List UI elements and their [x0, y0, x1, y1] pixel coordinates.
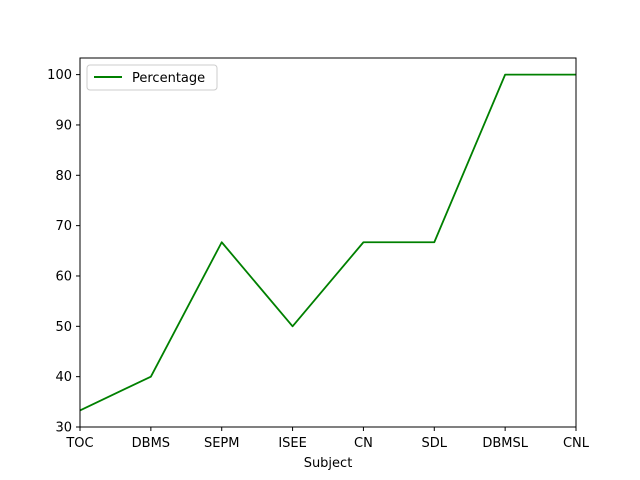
legend-frame: [86, 64, 218, 91]
y-axis-ticks: 30 40 50 60 70 80 90 100: [47, 68, 80, 436]
x-tick-label: SDL: [422, 436, 448, 451]
y-tick-label: 50: [55, 320, 72, 335]
plot-frame: [79, 57, 577, 428]
x-tick-label: CNL: [563, 436, 590, 451]
y-tick-label: 70: [55, 219, 72, 234]
x-tick-label: TOC: [65, 436, 93, 451]
y-tick-label: 80: [55, 169, 72, 184]
x-tick-label: DBMSL: [482, 436, 528, 451]
y-tick-label: 60: [55, 269, 72, 284]
legend: Percentage: [86, 64, 218, 91]
y-tick-label: 100: [47, 68, 72, 83]
y-tick-label: 90: [55, 118, 72, 133]
x-tick-label: DBMS: [132, 436, 170, 451]
x-axis-label: Subject: [304, 456, 353, 471]
series-line-percentage: [79, 73, 576, 412]
legend-label-percentage: Percentage: [132, 71, 205, 86]
x-tick-label: ISEE: [278, 436, 307, 451]
y-tick-label: 30: [55, 421, 72, 436]
x-tick-label: CN: [354, 436, 373, 451]
x-axis-ticks: TOC DBMS SEPM ISEE CN SDL DBMSL CNL: [65, 427, 590, 451]
y-tick-label: 40: [55, 370, 72, 385]
series-layer: [79, 73, 576, 412]
x-tick-label: SEPM: [204, 436, 240, 451]
